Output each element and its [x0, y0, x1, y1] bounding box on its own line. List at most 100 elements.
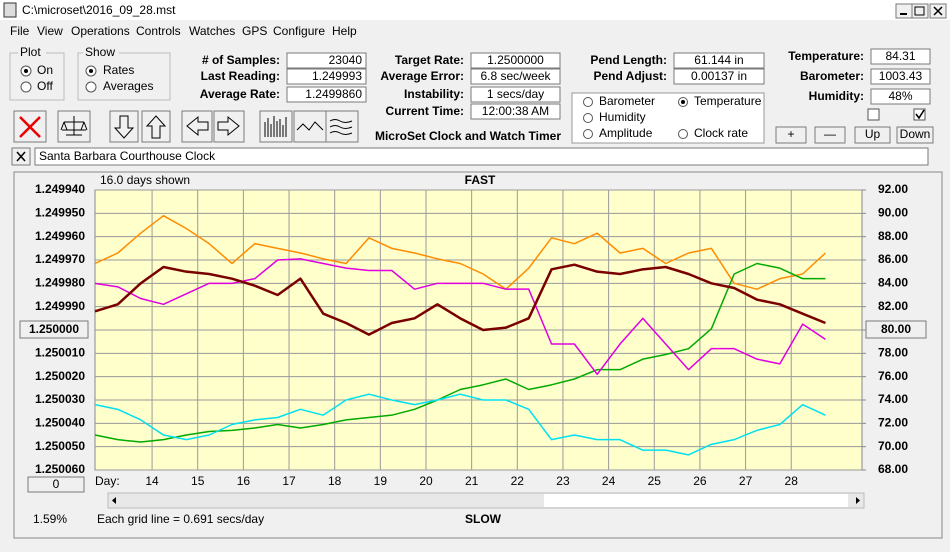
right-button[interactable] [213, 110, 245, 143]
legend-radio[interactable] [678, 129, 688, 139]
clock-name-field[interactable] [34, 147, 929, 166]
legend-label[interactable]: Humidity [599, 110, 646, 124]
scrollbar[interactable] [107, 492, 865, 509]
center-button[interactable] [865, 320, 927, 339]
y2-tick-label: 84.00 [878, 276, 908, 290]
button[interactable] [775, 126, 807, 144]
field-label: Last Reading: [201, 69, 280, 83]
window-controls [895, 3, 947, 19]
field-box [470, 68, 561, 85]
legend-label[interactable]: Temperature [694, 94, 762, 108]
toolbar [13, 110, 359, 143]
y2-tick-label: 86.00 [878, 252, 908, 266]
x-tick-label: 17 [282, 474, 296, 488]
field-value: 6.8 sec/week [480, 69, 551, 83]
down-button[interactable] [109, 110, 139, 143]
field-box [470, 103, 561, 120]
menu-item[interactable]: Controls [136, 24, 181, 38]
x-tick-label: 22 [511, 474, 525, 488]
legend-label[interactable]: Clock rate [694, 126, 748, 140]
menu-item[interactable]: Watches [189, 24, 235, 38]
menu-item[interactable]: File [10, 24, 30, 38]
button-label[interactable]: Down [900, 127, 931, 141]
field-label: Average Error: [380, 69, 464, 83]
maximize[interactable] [911, 3, 929, 19]
y-tick-label: 1.250030 [35, 392, 85, 406]
radio[interactable] [85, 81, 97, 93]
button[interactable] [854, 126, 891, 144]
legend-radio[interactable] [583, 113, 593, 123]
app-title: MicroSet Clock and Watch Timer [375, 129, 561, 143]
series-line [94, 258, 826, 376]
x-axis-label: Day: [95, 474, 120, 488]
checkbox[interactable] [867, 108, 880, 121]
legend-radio[interactable] [583, 129, 593, 139]
radio-label[interactable]: On [37, 63, 53, 77]
field-box [470, 52, 561, 69]
field-label: Barometer: [800, 69, 864, 83]
field-box [870, 88, 931, 105]
radio-label[interactable]: Off [37, 79, 53, 93]
x-tick-label: 15 [191, 474, 205, 488]
y-tick-label: 1.250040 [35, 416, 85, 430]
y-tick-label: 1.249960 [35, 229, 85, 243]
button-label[interactable]: Up [865, 127, 881, 141]
clock-name[interactable]: Santa Barbara Courthouse Clock [39, 149, 216, 163]
y-tick-label: 1.249980 [35, 276, 85, 290]
lines-button[interactable] [325, 110, 359, 143]
minimize[interactable] [895, 3, 913, 19]
field-value: 1.2499860 [305, 87, 362, 101]
field-label: Humidity: [809, 89, 864, 103]
radio-label[interactable]: Rates [103, 63, 134, 77]
legend-entries: Barometer Temperature Humidity Amplitude Clo… [583, 94, 762, 140]
group-label: Show [85, 45, 115, 59]
y-tick-label: 1.250020 [35, 369, 85, 383]
field-box [870, 48, 931, 65]
radio[interactable] [20, 81, 32, 93]
show-group [77, 52, 171, 101]
y-tick-label: 1.249940 [35, 182, 85, 196]
menu-item[interactable]: View [37, 24, 63, 38]
y2-tick-label: 68.00 [878, 462, 908, 476]
y2-tick-label: 74.00 [878, 392, 908, 406]
legend-radio-dot [681, 100, 685, 104]
grid-note: Each grid line = 0.691 secs/day [97, 512, 264, 526]
button-label[interactable]: — [824, 127, 836, 141]
chart: 1.249940 1.249950 1.249960 1.249970 1.249980… [19, 182, 927, 488]
center-button[interactable] [19, 320, 89, 339]
field-value: 84.31 [885, 49, 915, 63]
field-box [470, 86, 561, 103]
menu-item[interactable]: GPS [242, 24, 267, 38]
y2-tick-label: 76.00 [878, 369, 908, 383]
button[interactable] [814, 126, 846, 144]
radio-label[interactable]: Averages [103, 79, 153, 93]
y-tick-label: 1.250010 [35, 346, 85, 360]
menu-item[interactable]: Help [332, 24, 357, 38]
legend-radio[interactable] [583, 97, 593, 107]
legend-label[interactable]: Amplitude [599, 126, 653, 140]
x-tick-label: 18 [328, 474, 342, 488]
button-label[interactable]: + [787, 127, 794, 141]
days-shown: 16.0 days shown [100, 173, 190, 187]
wave-button[interactable] [293, 110, 327, 143]
field-label: Instability: [404, 87, 464, 101]
x-tick-label: 25 [648, 474, 662, 488]
offset-value[interactable]: 0 [53, 477, 60, 491]
menu-item[interactable]: Configure [273, 24, 325, 38]
checkbox[interactable] [913, 108, 926, 121]
field-value: 61.144 in [694, 53, 743, 67]
offset-box[interactable] [27, 476, 85, 493]
button[interactable] [896, 126, 934, 144]
field-value: 48% [888, 89, 912, 103]
y2-tick-label: 70.00 [878, 439, 908, 453]
legend-label[interactable]: Barometer [599, 94, 655, 108]
field-label: Pend Length: [590, 53, 667, 67]
window-title: C:\microset\2016_09_28.mst [22, 3, 176, 17]
x-tick-label: 26 [693, 474, 707, 488]
series-line [94, 214, 826, 290]
app-icon [3, 2, 17, 18]
menu-item[interactable]: Operations [71, 24, 130, 38]
y2-tick-label: 90.00 [878, 206, 908, 220]
